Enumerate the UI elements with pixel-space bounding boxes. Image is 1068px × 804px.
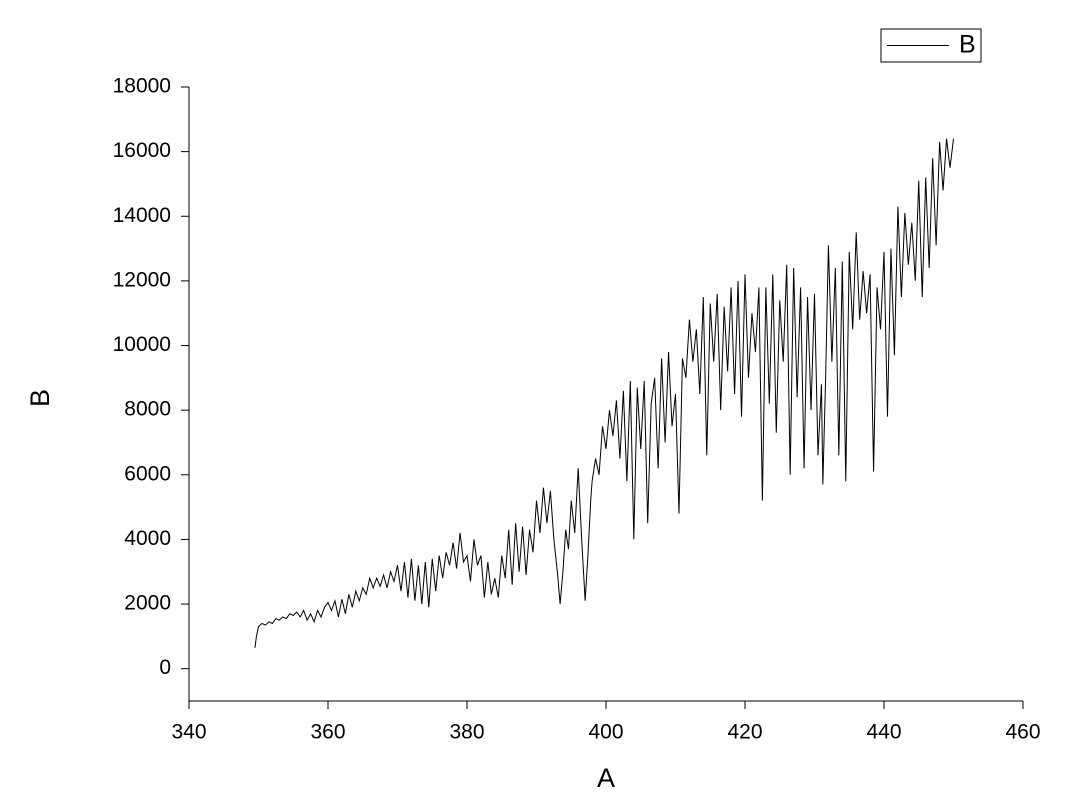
y-tick-label: 2000 [124,592,171,615]
y-axis-title: B [25,389,55,407]
legend-label: B [959,31,976,59]
y-tick-label: 12000 [113,268,171,291]
x-tick-label: 380 [449,721,484,744]
y-tick-label: 4000 [124,527,171,550]
x-tick-label: 460 [1005,721,1040,744]
x-axis-title: A [597,763,615,793]
x-tick-label: 340 [171,721,206,744]
y-tick-label: 18000 [113,75,171,98]
y-tick-label: 16000 [113,139,171,162]
y-tick-label: 6000 [124,462,171,485]
x-tick-label: 440 [866,721,901,744]
y-tick-label: 14000 [113,204,171,227]
x-tick-label: 400 [588,721,623,744]
data-line [254,138,954,648]
x-tick-label: 420 [727,721,762,744]
x-tick-label: 360 [310,721,345,744]
y-tick-label: 10000 [113,333,171,356]
y-tick-label: 8000 [124,398,171,421]
y-tick-label: 0 [159,656,171,679]
